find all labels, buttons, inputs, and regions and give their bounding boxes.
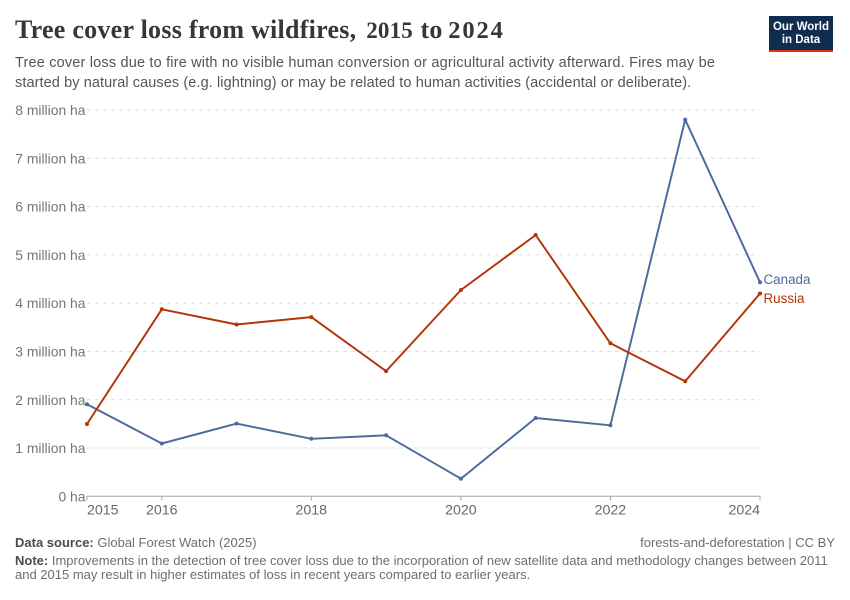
svg-text:2020: 2020 bbox=[445, 503, 477, 519]
svg-text:4 million ha: 4 million ha bbox=[15, 295, 86, 311]
svg-text:2 million ha: 2 million ha bbox=[15, 392, 86, 408]
svg-text:8 million ha: 8 million ha bbox=[15, 102, 86, 118]
svg-text:2018: 2018 bbox=[296, 503, 328, 519]
svg-text:6 million ha: 6 million ha bbox=[15, 199, 86, 215]
svg-text:3 million ha: 3 million ha bbox=[15, 344, 86, 360]
svg-text:2024: 2024 bbox=[728, 503, 760, 519]
svg-text:7 million ha: 7 million ha bbox=[15, 150, 86, 166]
svg-text:0 ha: 0 ha bbox=[58, 488, 85, 504]
svg-text:2015: 2015 bbox=[87, 503, 119, 519]
svg-text:5 million ha: 5 million ha bbox=[15, 247, 86, 263]
svg-text:2016: 2016 bbox=[146, 503, 178, 519]
svg-text:1 million ha: 1 million ha bbox=[15, 440, 86, 456]
svg-text:Russia: Russia bbox=[764, 291, 805, 306]
svg-text:2022: 2022 bbox=[595, 503, 627, 519]
svg-text:Canada: Canada bbox=[764, 272, 811, 287]
